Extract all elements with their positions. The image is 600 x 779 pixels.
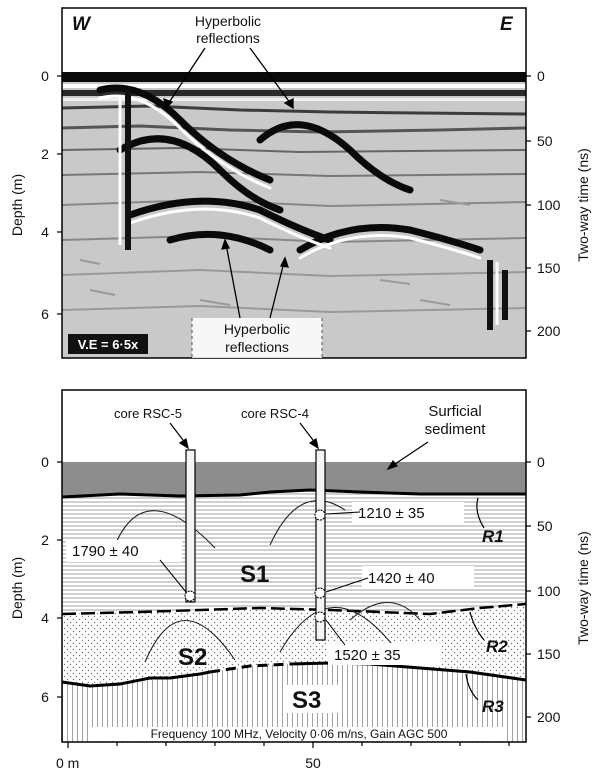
age-1790: 1790 ± 40 bbox=[72, 543, 139, 560]
surficial-label-line-1: Surficial bbox=[428, 403, 481, 420]
east-label: E bbox=[500, 14, 514, 35]
top-right-ticks bbox=[526, 75, 531, 332]
bottom-time-tick-0: 0 bbox=[537, 454, 545, 470]
interpreted-hyperbolae bbox=[114, 500, 421, 663]
reflector-arrows bbox=[465, 497, 485, 701]
core-rsc4 bbox=[315, 449, 326, 641]
top-annotation-line-1: Hyperbolic bbox=[195, 13, 261, 29]
age-1210: 1210 ± 35 bbox=[358, 505, 425, 522]
top-time-axis-title: Two-way time (ns) bbox=[575, 148, 591, 262]
top-time-tick-50: 50 bbox=[537, 133, 553, 149]
age-leader-lines bbox=[159, 511, 369, 646]
top-depth-tick-2: 2 bbox=[41, 146, 49, 162]
reflector-r3-label: R3 bbox=[482, 697, 504, 716]
top-annotation-arrows bbox=[163, 47, 294, 110]
bottom-depth-tick-4: 4 bbox=[41, 610, 49, 626]
top-annotation-line-2: reflections bbox=[196, 30, 260, 46]
core-rsc5-label: core RSC-5 bbox=[114, 406, 182, 421]
reflector-r3-line-mid bbox=[209, 662, 291, 674]
reflector-r3-line-east bbox=[289, 661, 526, 682]
reflector-r2-label: R2 bbox=[486, 637, 508, 656]
acquisition-footnote: Frequency 100 MHz, Velocity 0·06 m/ns, G… bbox=[151, 727, 448, 741]
reflector-r2-line bbox=[62, 602, 526, 616]
dating-sample-markers bbox=[184, 509, 326, 623]
bottom-annotation-arrows bbox=[221, 238, 289, 319]
reflector-r1-line bbox=[62, 488, 526, 499]
top-depth-axis-title: Depth (m) bbox=[9, 174, 25, 236]
top-time-tick-150: 150 bbox=[537, 260, 561, 276]
top-time-tick-0: 0 bbox=[537, 68, 545, 84]
bottom-time-axis-title: Two-way time (ns) bbox=[575, 531, 591, 645]
unit-s3-label: S3 bbox=[292, 687, 321, 714]
age-1520: 1520 ± 35 bbox=[334, 647, 401, 664]
bottom-depth-axis-title: Depth (m) bbox=[9, 557, 25, 619]
core-rsc5 bbox=[185, 449, 196, 603]
bottom-right-ticks bbox=[526, 461, 531, 718]
bottom-time-tick-100: 100 bbox=[537, 583, 561, 599]
bottom-annotation-line-2: reflections bbox=[225, 339, 289, 355]
top-depth-tick-0: 0 bbox=[41, 68, 49, 84]
bottom-left-ticks bbox=[57, 461, 62, 698]
core-label-arrows bbox=[169, 422, 319, 450]
bottom-depth-tick-0: 0 bbox=[41, 454, 49, 470]
surficial-label-line-2: sediment bbox=[425, 421, 487, 438]
west-label: W bbox=[72, 14, 92, 35]
bottom-time-tick-50: 50 bbox=[537, 518, 553, 534]
radargram-panel: W E Hyperbolic reflections Hyperbolic re… bbox=[9, 7, 591, 359]
bottom-time-tick-200: 200 bbox=[537, 709, 561, 725]
top-time-tick-200: 200 bbox=[537, 323, 561, 339]
bottom-time-tick-150: 150 bbox=[537, 646, 561, 662]
reflector-r1-label: R1 bbox=[482, 527, 504, 546]
unit-s1-label: S1 bbox=[240, 561, 269, 588]
vertical-exaggeration: V.E = 6·5x bbox=[78, 337, 139, 352]
bottom-depth-tick-2: 2 bbox=[41, 532, 49, 548]
unit-s2-label: S2 bbox=[178, 644, 207, 671]
bottom-depth-tick-6: 6 bbox=[41, 689, 49, 705]
bottom-annotation-line-1: Hyperbolic bbox=[224, 321, 290, 337]
x-tick-0: 0 m bbox=[56, 755, 79, 771]
core-rsc4-label: core RSC-4 bbox=[241, 406, 309, 421]
reflector-r3-line-west bbox=[62, 670, 211, 688]
top-time-tick-100: 100 bbox=[537, 197, 561, 213]
age-1420: 1420 ± 40 bbox=[368, 570, 435, 587]
top-left-ticks bbox=[57, 75, 62, 315]
interpretation-panel: core RSC-5 core RSC-4 Surficial sediment… bbox=[9, 389, 591, 771]
surficial-arrow bbox=[386, 441, 429, 471]
top-depth-tick-4: 4 bbox=[41, 224, 49, 240]
top-depth-tick-6: 6 bbox=[41, 306, 49, 322]
x-tick-50: 50 bbox=[305, 755, 321, 771]
bottom-x-ticks bbox=[67, 742, 510, 748]
